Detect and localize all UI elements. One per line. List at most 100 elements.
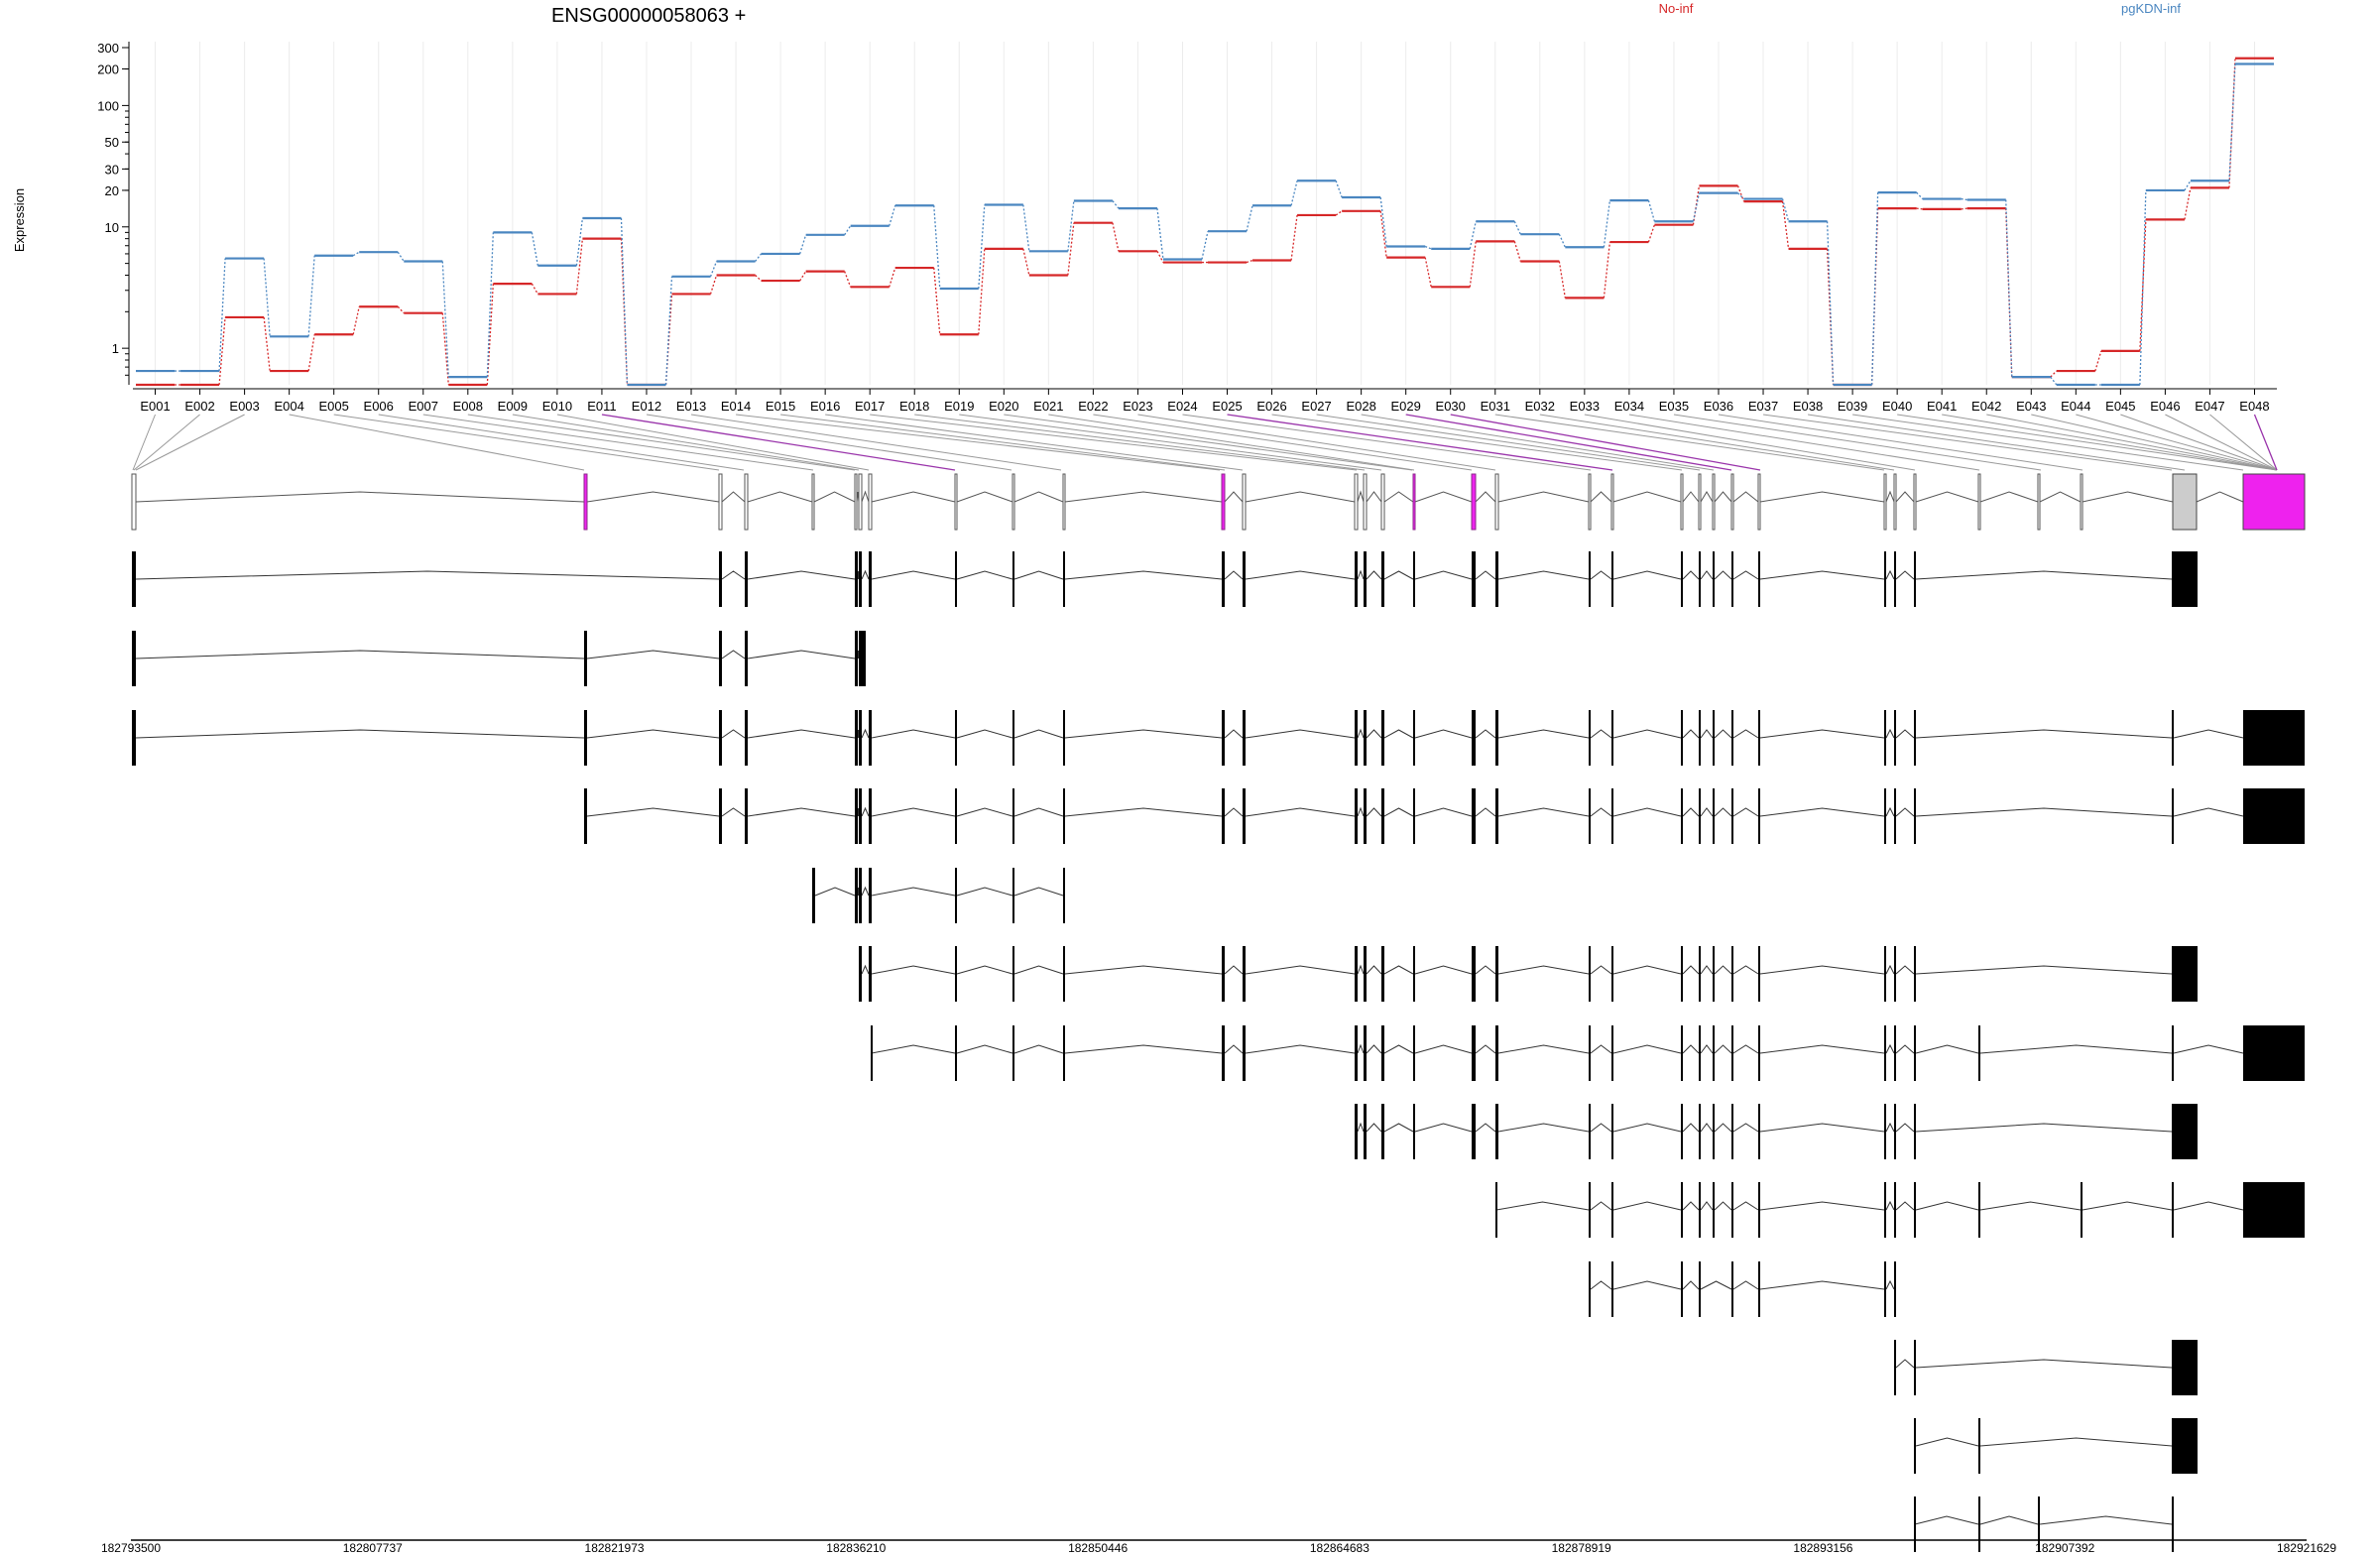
intron-line (871, 1043, 2244, 1054)
x-tick-label: E007 (409, 399, 438, 414)
exon-block (1914, 1497, 1916, 1552)
exon-connector (132, 414, 156, 471)
exon-block (1731, 788, 1733, 844)
exon-block (955, 868, 957, 923)
exon-box (1494, 473, 1499, 531)
data-connector (1022, 248, 1030, 276)
exon-block (1243, 788, 1246, 844)
genomic-tick-label: 182921629 (2277, 1541, 2336, 1555)
exon-block (1758, 1182, 1760, 1238)
exon-block (1914, 1418, 1916, 1474)
x-tick-label: E025 (1212, 399, 1242, 414)
data-connector (486, 284, 494, 386)
exon-box (1412, 473, 1416, 531)
exon-block (1699, 1104, 1701, 1159)
exon-connector (2209, 414, 2278, 471)
data-connector (1558, 261, 1566, 299)
exon-box (2172, 473, 2198, 531)
exon-box (744, 473, 749, 531)
exon-block (1413, 710, 1415, 766)
exon-block (1012, 788, 1014, 844)
x-tick-label: E037 (1748, 399, 1778, 414)
exon-connector (1361, 414, 1715, 471)
data-connector (1603, 241, 1611, 299)
data-connector (755, 253, 763, 262)
exon-block (1222, 551, 1225, 607)
exon-block (1243, 1025, 1246, 1081)
data-connector (844, 271, 852, 288)
data-connector (486, 232, 494, 378)
exon-connector (1897, 414, 2278, 471)
exon-block (2243, 1182, 2305, 1238)
genomic-tick-label: 182836210 (826, 1541, 886, 1555)
data-connector (397, 305, 405, 314)
series-lines (136, 57, 2274, 387)
exon-connector (780, 414, 1226, 471)
exon-box (1062, 473, 1066, 531)
exon-box (1221, 473, 1226, 531)
exon-block (1472, 710, 1476, 766)
exon-block (745, 631, 748, 686)
x-tick-label: E013 (676, 399, 706, 414)
exon-block (1472, 1025, 1476, 1081)
exon-box (858, 473, 863, 531)
genomic-tick-label: 182850446 (1068, 1541, 1128, 1555)
exon-block (859, 946, 862, 1002)
exon-box (1242, 473, 1247, 531)
x-tick-label: E023 (1123, 399, 1152, 414)
data-connector (1335, 180, 1343, 198)
exon-block (1681, 946, 1683, 1002)
exon-block (1731, 1104, 1733, 1159)
exon-block (1713, 788, 1715, 844)
exon-block (1758, 788, 1760, 844)
intron-line (1590, 1279, 1895, 1290)
exon-block (1731, 551, 1733, 607)
y-tick-label: 100 (97, 98, 119, 113)
exon-block (2081, 1182, 2082, 1238)
exon-block (855, 710, 858, 766)
data-connector (1290, 180, 1298, 206)
x-tick-label: E033 (1570, 399, 1600, 414)
data-connector (263, 316, 271, 372)
exon-block (2038, 1497, 2040, 1552)
exon-block (1381, 551, 1384, 607)
genomic-tick-label: 182821973 (585, 1541, 645, 1555)
data-connector (441, 312, 449, 386)
exon-connector (1316, 414, 1701, 471)
intron-line (861, 964, 2173, 975)
exon-block (1884, 1182, 1886, 1238)
data-connector (2094, 350, 2102, 372)
exon-connector (1450, 414, 1761, 471)
exon-box (1698, 473, 1702, 531)
exon-connector (1942, 414, 2278, 471)
exon-block (1495, 551, 1498, 607)
exon-block (862, 631, 866, 686)
data-connector (1603, 200, 1611, 248)
exon-connector (1405, 414, 1732, 471)
exon-connector (467, 414, 856, 471)
exon-block (1758, 1025, 1760, 1081)
exon-block (1884, 1261, 1886, 1317)
exon-block (745, 710, 748, 766)
exon-box (1883, 473, 1887, 531)
exon-block (1894, 1340, 1896, 1395)
genomic-tick-label: 182893156 (1793, 1541, 1852, 1555)
exon-connector (690, 414, 1062, 471)
exon-block (132, 631, 136, 686)
data-connector (575, 238, 584, 295)
exon-block (869, 710, 872, 766)
data-connector (1961, 207, 1967, 210)
exon-connector (512, 414, 860, 471)
exon-block (1063, 551, 1065, 607)
exon-block (955, 551, 957, 607)
exon-block (1495, 946, 1498, 1002)
exon-block (1364, 1104, 1367, 1159)
exon-block (1681, 1261, 1683, 1317)
data-connector (889, 205, 896, 226)
exon-block (1713, 946, 1715, 1002)
exon-block (2172, 946, 2198, 1002)
exon-block (1914, 1025, 1916, 1081)
x-tick-label: E012 (632, 399, 661, 414)
exon-block (2172, 788, 2174, 844)
exon-box (954, 473, 958, 531)
